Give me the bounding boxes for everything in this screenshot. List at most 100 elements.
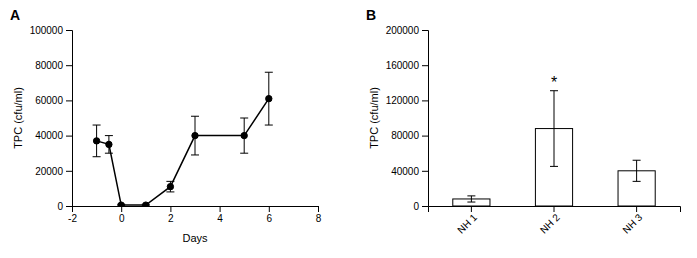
axis-line — [429, 207, 681, 213]
error-bar-stem — [554, 91, 555, 167]
tick-label: 6 — [267, 213, 273, 224]
error-bar-cap — [93, 156, 101, 157]
tick-label: 20000 — [35, 166, 63, 177]
tick-mark — [422, 100, 428, 101]
y-axis-title: TPC (cfu/ml) — [12, 87, 24, 149]
tick: 0 — [413, 201, 428, 212]
tick: 0 — [57, 201, 72, 212]
tick-mark — [269, 206, 270, 212]
panel-label: A — [10, 7, 20, 23]
tick: 80000 — [35, 60, 72, 71]
tick-label: 40000 — [391, 166, 419, 177]
tick-label: 120000 — [386, 95, 420, 106]
tick-mark — [66, 171, 72, 172]
tick-mark — [220, 206, 221, 212]
error-bar-cap — [265, 72, 273, 73]
error-bar-cap — [240, 153, 248, 154]
tick-mark — [422, 136, 428, 137]
x-axis: -2 0 2 4 6 8 — [68, 206, 322, 224]
line — [97, 99, 269, 205]
tick: 4 — [217, 206, 223, 224]
tick-label: 160000 — [386, 60, 420, 71]
axis-line — [73, 207, 319, 213]
tick: 40000 — [391, 166, 428, 177]
error-bar-cap — [633, 181, 641, 182]
tick-label: 0 — [413, 201, 419, 212]
tick-mark — [66, 65, 72, 66]
tick-label: 200000 — [386, 25, 420, 36]
tick-label: 80000 — [35, 60, 63, 71]
point — [241, 132, 247, 138]
tick-mark — [422, 171, 428, 172]
panel: 0 20000 40000 60000 80000 100000 TPC (cfu/ml) A… — [10, 7, 322, 244]
tick: 100000 — [30, 25, 72, 36]
tick-label: 40000 — [35, 130, 63, 141]
tick-mark — [422, 206, 428, 207]
tick-label: 2 — [168, 213, 174, 224]
tick: 0 — [119, 206, 125, 224]
annotation: * — [551, 74, 557, 91]
error-bar — [550, 91, 558, 167]
tick: 160000 — [386, 60, 428, 71]
tick: 200000 — [386, 25, 428, 36]
error-bar-stem — [471, 196, 472, 202]
tick-mark — [66, 206, 72, 207]
tick-mark — [66, 136, 72, 137]
error-bar-cap — [191, 154, 199, 155]
error-bar-cap — [105, 135, 113, 136]
point — [167, 183, 173, 189]
error-bar-cap — [265, 125, 273, 126]
error-bar-cap — [467, 202, 475, 203]
error-bar — [105, 136, 113, 154]
tick-mark — [422, 65, 428, 66]
tick-label: 60000 — [35, 95, 63, 106]
tick-mark — [554, 206, 555, 212]
tick-label: 0 — [57, 201, 63, 212]
tick-mark — [636, 206, 637, 212]
plot-area — [453, 91, 655, 206]
tick: 2 — [168, 206, 174, 224]
tick: 80000 — [391, 130, 428, 141]
axis-line — [422, 31, 429, 207]
tick: 6 — [267, 206, 273, 224]
point — [192, 132, 198, 138]
tick: -2 — [68, 206, 77, 224]
panel: 04000080000120000160000200000TPC (cfu/ml… — [366, 7, 681, 236]
error-bar-cap — [550, 166, 558, 167]
tick-mark — [422, 30, 428, 31]
tick-mark — [471, 206, 472, 212]
error-bar-cap — [467, 195, 475, 196]
error-bar-cap — [166, 181, 174, 182]
tick: 40000 — [35, 130, 72, 141]
tick-mark — [66, 30, 72, 31]
error-bar — [166, 181, 174, 192]
tick-mark — [170, 206, 171, 212]
y-axis: 0 20000 40000 60000 80000 100000 — [30, 25, 73, 212]
error-bar-cap — [166, 191, 174, 192]
error-bar — [633, 160, 641, 181]
tick: 60000 — [35, 95, 72, 106]
tick: NH 1 — [455, 206, 479, 236]
y-axis: 0 40000 80000 120000 160000 200000 — [386, 25, 429, 212]
error-bar-cap — [633, 160, 641, 161]
tick-label: NH 1 — [455, 211, 479, 235]
tick: 20000 — [35, 166, 72, 177]
error-bar-cap — [240, 118, 248, 119]
tick-mark — [318, 206, 319, 212]
x-axis: NH 1NH 2NH 3 — [429, 206, 681, 236]
error-bar-cap — [93, 125, 101, 126]
error-bar — [265, 72, 273, 125]
error-bar-cap — [105, 153, 113, 154]
point — [106, 141, 112, 147]
tick: 120000 — [386, 95, 428, 106]
error-bar — [240, 118, 248, 153]
point — [266, 95, 272, 101]
point — [143, 202, 149, 206]
tick-label: 80000 — [391, 130, 419, 141]
error-bar — [467, 196, 475, 202]
panel-label: B — [366, 7, 376, 23]
error-bar — [191, 116, 199, 155]
plot-area — [93, 72, 273, 206]
tick-label: 8 — [316, 213, 322, 224]
tick-mark — [121, 206, 122, 212]
